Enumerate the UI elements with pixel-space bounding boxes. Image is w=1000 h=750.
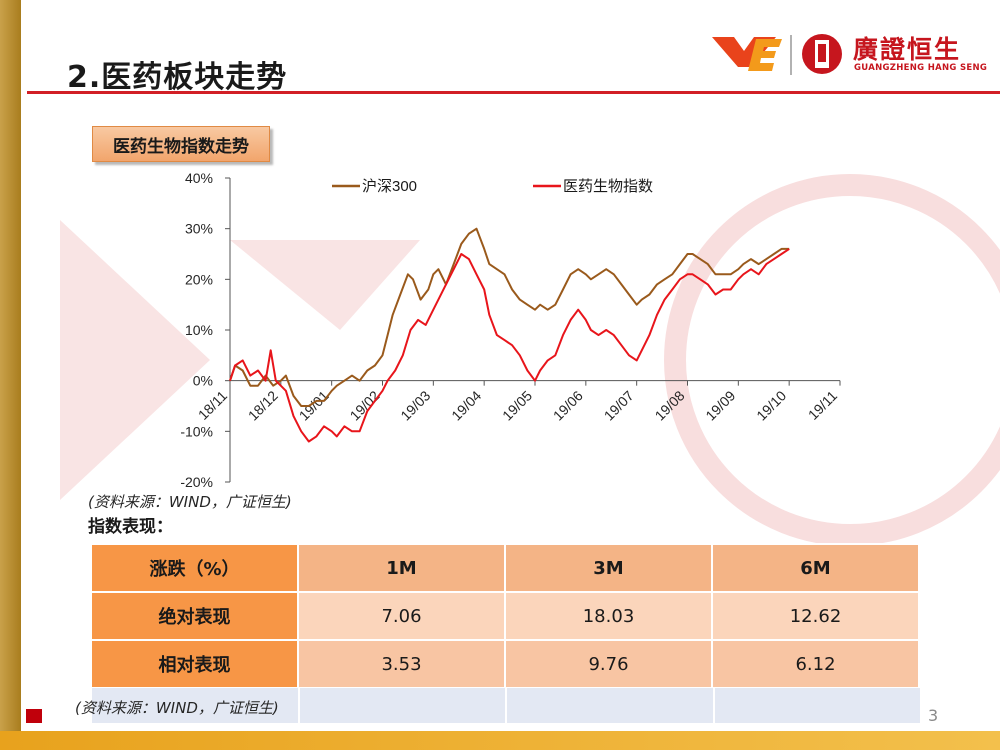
table-cell: 18.03 <box>504 591 713 641</box>
table-source-note: (资料来源：WIND，广证恒生) <box>75 699 279 717</box>
table-row: 相对表现 3.53 9.76 6.12 <box>90 639 920 689</box>
table-cell: 9.76 <box>504 639 713 689</box>
x-tick-label: 18/11 <box>195 387 231 423</box>
y-tick-label: 20% <box>185 271 213 287</box>
x-tick-label: 19/11 <box>805 387 841 423</box>
logo-name: 廣證恒生 <box>853 35 962 64</box>
x-tick-label: 19/10 <box>753 387 789 423</box>
table-row-label: 相对表现 <box>90 639 299 689</box>
table-header-cell: 3M <box>504 543 713 593</box>
table-empty-row <box>90 688 920 723</box>
slide-title: 2.医药板块走势 <box>67 60 288 95</box>
bottom-accent-bar <box>0 731 1000 750</box>
legend-pharma-label: 医药生物指数 <box>563 178 653 195</box>
logo-subtitle: GUANGZHENG HANG SENG <box>854 63 988 73</box>
chart-source-note: (资料来源：WIND，广证恒生) <box>88 493 292 511</box>
table-cell: 7.06 <box>297 591 506 641</box>
title-divider <box>27 91 1000 94</box>
x-tick-label: 19/05 <box>499 387 535 423</box>
x-tick-label: 19/03 <box>397 387 433 423</box>
performance-table: 涨跌（%） 1M 3M 6M 绝对表现 7.06 18.03 12.62 相对表… <box>90 543 920 689</box>
x-tick-label: 19/04 <box>448 387 484 423</box>
x-tick-label: 19/06 <box>550 387 586 423</box>
x-tick-label: 18/12 <box>245 387 281 423</box>
table-cell: 3.53 <box>297 639 506 689</box>
performance-label: 指数表现： <box>88 517 173 537</box>
page-number: 3 <box>928 706 939 725</box>
y-tick-label: 10% <box>185 322 213 338</box>
table-cell: 12.62 <box>711 591 920 641</box>
y-tick-label: 30% <box>185 221 213 237</box>
table-header-row: 涨跌（%） 1M 3M 6M <box>90 543 920 593</box>
table-header-cell: 1M <box>297 543 506 593</box>
table-header-cell: 6M <box>711 543 920 593</box>
red-corner-mark <box>26 709 42 723</box>
table-row: 绝对表现 7.06 18.03 12.62 <box>90 591 920 641</box>
legend-hs300-label: 沪深300 <box>362 178 417 195</box>
left-accent-bar <box>0 0 21 750</box>
table-header-cell: 涨跌（%） <box>90 543 299 593</box>
y-tick-label: -10% <box>180 423 213 439</box>
y-tick-label: 0% <box>193 373 213 389</box>
pharma-series-line <box>229 248 790 443</box>
company-logo-icon <box>712 34 842 75</box>
hs300-series-line <box>229 227 790 407</box>
chart-section-tag: 医药生物指数走势 <box>92 126 270 162</box>
table-row-label: 绝对表现 <box>90 591 299 641</box>
y-tick-label: -20% <box>180 474 213 490</box>
y-tick-label: 40% <box>185 170 213 186</box>
x-tick-label: 19/09 <box>702 387 738 423</box>
x-tick-label: 19/08 <box>652 387 688 423</box>
x-tick-label: 19/07 <box>601 387 637 423</box>
table-cell: 6.12 <box>711 639 920 689</box>
